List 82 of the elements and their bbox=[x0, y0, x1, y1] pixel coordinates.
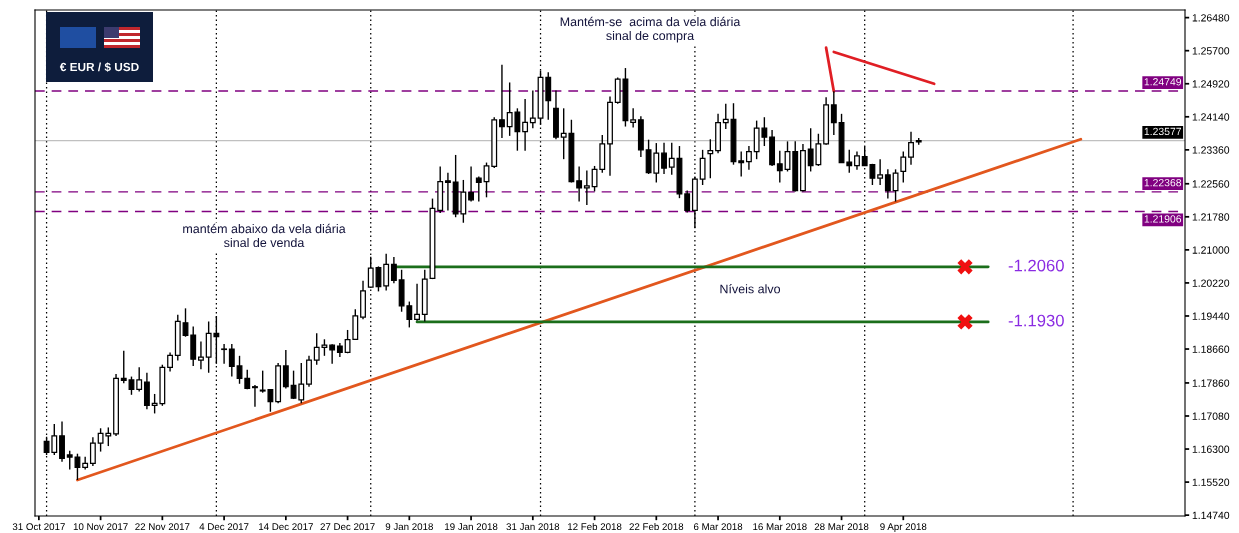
annotation: mantém abaixo da vela diária sinal de venda bbox=[183, 223, 346, 248]
x-tick-label: 16 Mar 2018 bbox=[753, 523, 807, 531]
x-tick-label: 14 Dec 2017 bbox=[259, 523, 313, 531]
candlestick bbox=[329, 343, 336, 365]
candlestick bbox=[89, 436, 96, 467]
candlestick bbox=[414, 283, 420, 322]
y-tick-label: 1.21000 bbox=[1192, 246, 1230, 254]
y-tick-label: 1.15520 bbox=[1192, 478, 1230, 486]
candlestick bbox=[722, 102, 729, 130]
ref-line-label: 1.21906 bbox=[1144, 215, 1182, 223]
candlestick bbox=[892, 168, 899, 203]
candlestick bbox=[684, 189, 691, 214]
x-tick-label: 22 Nov 2017 bbox=[135, 523, 190, 531]
candlestick bbox=[167, 351, 174, 373]
y-tick-label: 1.24140 bbox=[1192, 113, 1230, 121]
x-tick-label: 6 Mar 2018 bbox=[693, 523, 743, 531]
y-tick-label: 1.23360 bbox=[1192, 146, 1230, 154]
candlestick bbox=[221, 343, 228, 365]
ref-line-label: 1.22368 bbox=[1144, 178, 1182, 187]
y-tick-label: 1.22560 bbox=[1192, 180, 1230, 188]
candlestick bbox=[444, 172, 451, 212]
y-tick-label: 1.14740 bbox=[1192, 511, 1230, 520]
candlestick bbox=[59, 420, 65, 463]
candlestick bbox=[661, 141, 667, 175]
x-tick-label: 22 Feb 2018 bbox=[629, 522, 684, 531]
y-tick-label: 1.18660 bbox=[1192, 345, 1230, 353]
candlestick bbox=[745, 145, 752, 171]
candlestick bbox=[630, 107, 637, 129]
y-tick-label: 1.21780 bbox=[1192, 213, 1230, 221]
y-tick-label: 1.25700 bbox=[1192, 47, 1230, 55]
candlestick bbox=[854, 150, 860, 171]
y-tick-label: 1.17080 bbox=[1192, 412, 1230, 420]
candlestick bbox=[390, 256, 397, 285]
candlestick bbox=[522, 98, 529, 152]
x-tick-label: 19 Jan 2018 bbox=[445, 523, 498, 531]
ref-line-label: 1.24749 bbox=[1144, 78, 1182, 86]
x-tick-label: 31 Jan 2018 bbox=[506, 523, 560, 531]
y-tick-label: 1.26480 bbox=[1192, 14, 1230, 22]
candlestick bbox=[120, 350, 127, 385]
y-tick-label: 1.16300 bbox=[1192, 445, 1230, 453]
annotation: Níveis alvo bbox=[720, 284, 781, 294]
y-tick-label: 1.19440 bbox=[1192, 312, 1230, 320]
annotation: € EUR / $ USD bbox=[59, 62, 139, 72]
annotation: Mantém-se acima da vela diária sinal de compra bbox=[560, 16, 741, 43]
candlestick bbox=[136, 366, 143, 393]
candlestick bbox=[529, 89, 536, 129]
annotation: -1.2060 bbox=[1008, 259, 1064, 272]
candlestick bbox=[884, 168, 891, 200]
candlestick bbox=[908, 130, 914, 166]
candlestick bbox=[707, 138, 714, 179]
annotation: -1.1930 bbox=[1008, 314, 1064, 327]
x-tick-label: 4 Dec 2017 bbox=[199, 523, 249, 531]
x-tick-label: 27 Dec 2017 bbox=[320, 523, 375, 531]
candlestick bbox=[699, 149, 706, 186]
x-tick-label: 28 Mar 2018 bbox=[814, 523, 869, 531]
candlestick bbox=[499, 63, 505, 139]
ref-line-label: 1.23577 bbox=[1144, 127, 1182, 136]
candlestick bbox=[128, 375, 135, 396]
y-tick-label: 1.24920 bbox=[1192, 80, 1230, 88]
candlestick bbox=[468, 165, 475, 203]
candlestick bbox=[197, 340, 204, 371]
x-tick-label: 12 Feb 2018 bbox=[568, 522, 622, 531]
candlestick bbox=[900, 150, 907, 184]
x-tick-label: 31 Oct 2017 bbox=[12, 523, 65, 531]
candlestick bbox=[877, 158, 884, 186]
candlestick bbox=[236, 355, 243, 385]
candlestick bbox=[228, 343, 235, 378]
candlestick bbox=[830, 90, 837, 136]
candlestick bbox=[143, 372, 150, 410]
candlestick bbox=[475, 175, 482, 203]
x-tick-label: 10 Nov 2017 bbox=[73, 523, 128, 531]
candlestick bbox=[583, 169, 590, 206]
candlestick bbox=[383, 252, 390, 292]
candlestick bbox=[576, 165, 583, 203]
candlestick bbox=[776, 150, 783, 184]
candlestick bbox=[252, 384, 258, 408]
x-tick-label: 9 Apr 2018 bbox=[880, 523, 927, 533]
x-tick-label: 9 Jan 2018 bbox=[385, 523, 433, 531]
y-tick-label: 1.17860 bbox=[1192, 379, 1230, 387]
candlestick bbox=[282, 349, 289, 390]
y-tick-label: 1.20220 bbox=[1192, 279, 1230, 287]
candlestick bbox=[738, 150, 745, 178]
